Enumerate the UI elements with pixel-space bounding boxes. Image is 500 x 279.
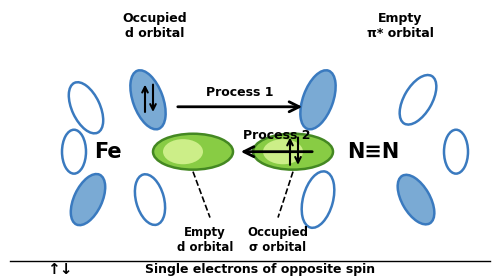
- Text: Empty
π* orbital: Empty π* orbital: [366, 12, 434, 40]
- Ellipse shape: [300, 70, 336, 129]
- Text: ↑↓: ↑↓: [47, 262, 73, 277]
- Ellipse shape: [71, 174, 105, 225]
- Text: Fe: Fe: [94, 142, 122, 162]
- Text: N≡N: N≡N: [347, 142, 399, 162]
- Ellipse shape: [253, 134, 333, 170]
- Ellipse shape: [400, 75, 436, 124]
- Ellipse shape: [398, 175, 434, 224]
- Ellipse shape: [263, 139, 303, 164]
- Text: Process 1: Process 1: [206, 86, 274, 99]
- Ellipse shape: [135, 174, 165, 225]
- Ellipse shape: [69, 82, 103, 133]
- Ellipse shape: [302, 171, 334, 228]
- Text: Occupied
σ orbital: Occupied σ orbital: [248, 225, 308, 254]
- Ellipse shape: [163, 139, 203, 164]
- Text: Empty
d orbital: Empty d orbital: [177, 225, 233, 254]
- Ellipse shape: [130, 70, 166, 129]
- Text: Process 2: Process 2: [243, 129, 310, 142]
- Text: Occupied
d orbital: Occupied d orbital: [122, 12, 188, 40]
- Ellipse shape: [153, 134, 233, 170]
- Ellipse shape: [444, 130, 468, 174]
- Ellipse shape: [62, 130, 86, 174]
- Text: Single electrons of opposite spin: Single electrons of opposite spin: [145, 263, 375, 276]
